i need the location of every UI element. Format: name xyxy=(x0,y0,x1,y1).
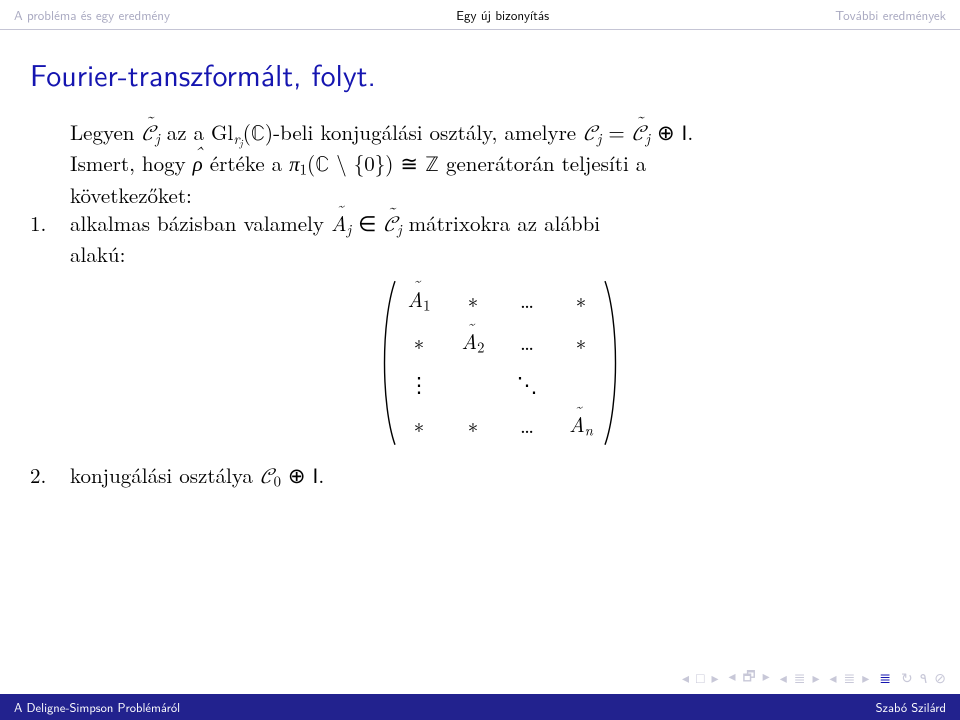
matrix: A1 ∗ … ∗ ∗ A2 … ∗ ⋮ ⋱ ∗ xyxy=(70,279,930,447)
sym-Cj: 𝒞 xyxy=(583,124,597,145)
m-0-2: … xyxy=(513,286,541,314)
sym-Z: ℤ xyxy=(425,155,439,176)
m-0-0: A1 xyxy=(405,285,433,316)
sym-pi: π xyxy=(289,148,300,178)
m-3-1: ∗ xyxy=(459,411,487,439)
para-3: következőket: xyxy=(30,181,930,209)
m-2-2: ⋱ xyxy=(513,370,541,398)
paren-left xyxy=(375,279,399,447)
list-num-1: 1. xyxy=(30,209,70,237)
m-1-1: A2 xyxy=(459,327,487,358)
m-1-3: ∗ xyxy=(567,328,595,356)
nav-center[interactable]: Egy új bizonyítás xyxy=(456,6,549,25)
sym-C0: 𝒞 xyxy=(260,467,274,488)
t-erteke: értéke a xyxy=(210,148,289,178)
sym-Ctilde2: 𝒞 xyxy=(632,121,646,149)
top-nav: A probléma és egy eredmény Egy új bizony… xyxy=(0,0,960,29)
para-2: Ismert, hogy ρ értéke a π1(ℂ \ {0}) ≅ ℤ … xyxy=(30,149,930,180)
t-ismert: Ismert, hogy xyxy=(70,148,193,178)
footer-bar: A Deligne-Simpson Problémáról Szabó Szil… xyxy=(0,694,960,720)
body-text: Legyen 𝒞j az a Glrj(ℂ)-beli konjugálási … xyxy=(30,118,930,492)
matrix-grid: A1 ∗ … ∗ ∗ A2 … ∗ ⋮ ⋱ ∗ xyxy=(399,279,601,447)
m-1-2: … xyxy=(513,328,541,356)
sym-C2: ℂ xyxy=(315,155,329,176)
t-alkalmas: alkalmas bázisban valamely xyxy=(70,208,331,238)
t-kovet: következőket: xyxy=(70,180,192,210)
sym-rhohat: ρ xyxy=(193,149,203,177)
list-num-2: 2. xyxy=(30,461,70,489)
m-3-3: An xyxy=(567,410,595,441)
t-gen: generátorán teljesíti a xyxy=(446,148,646,178)
sym-Aj: A xyxy=(331,209,347,237)
sym-I2: I xyxy=(313,460,319,490)
m-3-2: … xyxy=(513,411,541,439)
nav-section-prev-icon[interactable]: ◂ ≣ ▸ xyxy=(780,668,820,688)
t-beli: -beli konjugálási osztály, amelyre xyxy=(273,117,583,147)
list-body-1: alkalmas bázisban valamely Aj ∈ 𝒞j mátri… xyxy=(70,209,930,461)
list-item-1: 1. alkalmas bázisban valamely Aj ∈ 𝒞j má… xyxy=(30,209,930,461)
page-title: Fourier-transzformált, folyt. xyxy=(30,52,930,96)
t-matrix: mátrixokra az alábbi xyxy=(409,208,600,238)
slide-content: Fourier-transzformált, folyt. Legyen 𝒞j … xyxy=(0,52,960,492)
m-1-0: ∗ xyxy=(405,328,433,356)
para-1: Legyen 𝒞j az a Glrj(ℂ)-beli konjugálási … xyxy=(30,118,930,149)
sym-gl-sub: rj xyxy=(233,128,242,149)
nav-frame-icon[interactable]: ◂ □ ▸ xyxy=(682,668,719,688)
list-body-2: konjugálási osztálya 𝒞0 ⊕ I. xyxy=(70,461,930,492)
m-0-3: ∗ xyxy=(567,286,595,314)
sym-Ctilde: 𝒞 xyxy=(141,121,155,149)
m-2-0: ⋮ xyxy=(405,370,433,398)
nav-search-icon[interactable]: ↻ ۹ ⊘ xyxy=(901,668,946,688)
footer-left: A Deligne-Simpson Problémáról xyxy=(14,698,180,716)
nav-section-next-icon[interactable]: ◂ ≣ ▸ xyxy=(829,668,869,688)
sym-I1: I xyxy=(682,117,688,147)
sym-Ctilde-sub: j xyxy=(155,128,160,149)
sym-C1: ℂ xyxy=(251,124,265,145)
nav-right[interactable]: További eredmények xyxy=(835,6,946,25)
nav-subframe-icon[interactable]: ◂ 🗗 ▸ xyxy=(728,666,769,690)
nav-outline-icon[interactable]: ≣ xyxy=(879,668,891,688)
sym-Ctilde3: 𝒞 xyxy=(383,212,397,240)
beamer-nav-icons: ◂ □ ▸ ◂ 🗗 ▸ ◂ ≣ ▸ ◂ ≣ ▸ ≣ ↻ ۹ ⊘ xyxy=(682,666,946,690)
list-item-2: 2. konjugálási osztálya 𝒞0 ⊕ I. xyxy=(30,461,930,492)
m-3-0: ∗ xyxy=(405,411,433,439)
nav-rule xyxy=(0,29,960,30)
t-alaku: alakú: xyxy=(70,239,125,269)
t-legyen: Legyen xyxy=(70,117,141,147)
footer-right: Szabó Szilárd xyxy=(876,698,946,716)
paren-right xyxy=(601,279,625,447)
m-0-1: ∗ xyxy=(459,286,487,314)
t-konj: konjugálási osztálya xyxy=(70,460,260,490)
nav-left[interactable]: A probléma és egy eredmény xyxy=(14,6,170,25)
